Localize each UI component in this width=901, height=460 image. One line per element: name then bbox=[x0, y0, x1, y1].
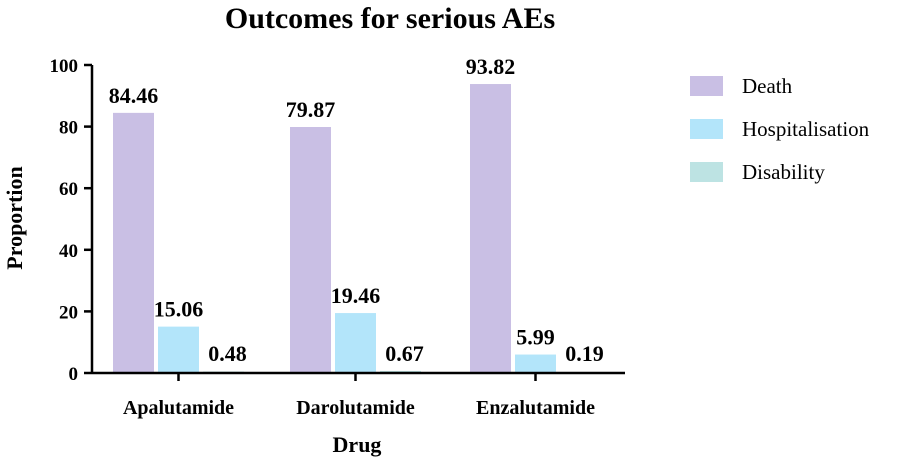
y-tick-label-100: 100 bbox=[50, 56, 79, 77]
y-tick-label-40: 40 bbox=[59, 241, 78, 262]
data-label-disability-apalutamide: 0.48 bbox=[208, 341, 247, 366]
data-label-hospitalisation-darolutamide: 19.46 bbox=[331, 283, 381, 308]
data-label-hospitalisation-enzalutamide: 5.99 bbox=[516, 325, 555, 350]
bar-hospitalisation-apalutamide bbox=[158, 326, 199, 373]
x-axis-title: Drug bbox=[333, 432, 382, 457]
data-label-death-apalutamide: 84.46 bbox=[109, 83, 159, 108]
legend-label-disability: Disability bbox=[742, 160, 825, 184]
bar-group-apalutamide: 84.46 15.060.48 bbox=[109, 83, 247, 374]
legend: Death Hospitalisation Disability bbox=[690, 74, 870, 184]
bar-hospitalisation-enzalutamide bbox=[515, 354, 556, 373]
bar-group-darolutamide: 79.87 19.46 0.67 bbox=[286, 97, 424, 373]
y-tick-label-60: 60 bbox=[59, 179, 78, 200]
x-tick-label-enzalutamide: Enzalutamide bbox=[476, 397, 595, 419]
data-label-disability-enzalutamide: 0.19 bbox=[565, 341, 604, 366]
legend-swatch-hospitalisation bbox=[690, 119, 723, 139]
legend-swatch-death bbox=[690, 76, 723, 96]
data-label-hospitalisation-apalutamide: 15.06 bbox=[154, 297, 204, 322]
y-tick-label-80: 80 bbox=[59, 118, 78, 139]
bar-death-apalutamide bbox=[113, 112, 154, 374]
data-label-death-enzalutamide: 93.82 bbox=[466, 54, 516, 79]
y-tick-label-20: 20 bbox=[59, 302, 78, 323]
legend-swatch-disability bbox=[690, 162, 723, 182]
x-tick-label-apalutamide: Apalutamide bbox=[123, 397, 234, 419]
y-tick-label-0: 0 bbox=[69, 364, 79, 385]
y-axis-title: Proportion bbox=[2, 166, 27, 269]
data-label-death-darolutamide: 79.87 bbox=[286, 97, 336, 122]
bar-group-enzalutamide: 93.82 5.99 0.19 bbox=[466, 54, 604, 374]
x-tick-label-darolutamide: Darolutamide bbox=[296, 397, 415, 419]
legend-label-hospitalisation: Hospitalisation bbox=[742, 117, 870, 141]
bar-death-darolutamide bbox=[290, 127, 331, 373]
data-label-disability-darolutamide: 0.67 bbox=[385, 341, 424, 366]
bar-death-enzalutamide bbox=[470, 84, 511, 374]
legend-label-death: Death bbox=[742, 74, 793, 98]
bar-hospitalisation-darolutamide bbox=[335, 313, 376, 373]
plot-area: 84.46 15.060.48 79.87 19.46 0.67 93.82 5.99 0.1… bbox=[50, 54, 625, 419]
chart-title: Outcomes for serious AEs bbox=[225, 2, 555, 35]
